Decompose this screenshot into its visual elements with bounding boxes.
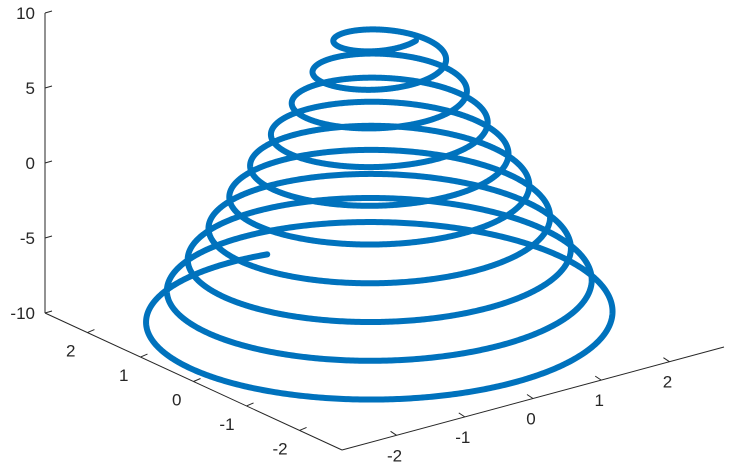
- x-tick: [458, 412, 466, 418]
- x-tick-label: -1: [455, 428, 470, 447]
- z-tick-label: -5: [20, 229, 35, 248]
- y-tick: [246, 402, 254, 407]
- z-tick-label: 0: [26, 154, 35, 173]
- z-tick-label: 10: [16, 4, 35, 23]
- x-tick-label: 0: [526, 410, 535, 429]
- x-tick-label: 1: [594, 391, 603, 410]
- y-tick-label: -1: [219, 415, 234, 434]
- z-tick: [44, 160, 53, 164]
- z-tick: [44, 310, 53, 314]
- x-tick: [526, 394, 534, 399]
- x-tick: [663, 357, 670, 363]
- x-tick: [390, 430, 397, 436]
- y-tick-label: 2: [66, 342, 75, 361]
- y-tick: [140, 353, 148, 358]
- z-tick: [44, 85, 53, 89]
- x-tick: [594, 375, 602, 381]
- x-tick-label: -2: [387, 446, 402, 465]
- curve-layer: [143, 26, 616, 403]
- y-tick-label: 0: [172, 391, 181, 410]
- helix-series-line: [143, 26, 616, 403]
- z-tick: [44, 10, 53, 14]
- z-tick: [44, 235, 53, 239]
- z-tick-label: 5: [26, 79, 35, 98]
- y-tick-label: 1: [119, 366, 128, 385]
- axes: [44, 10, 725, 451]
- y-tick: [87, 329, 95, 334]
- y-tick-label: -2: [272, 439, 287, 458]
- z-tick-label: -10: [10, 304, 35, 323]
- y-tick: [193, 378, 201, 382]
- y-tick: [299, 426, 307, 431]
- x-tick-label: 2: [663, 373, 672, 392]
